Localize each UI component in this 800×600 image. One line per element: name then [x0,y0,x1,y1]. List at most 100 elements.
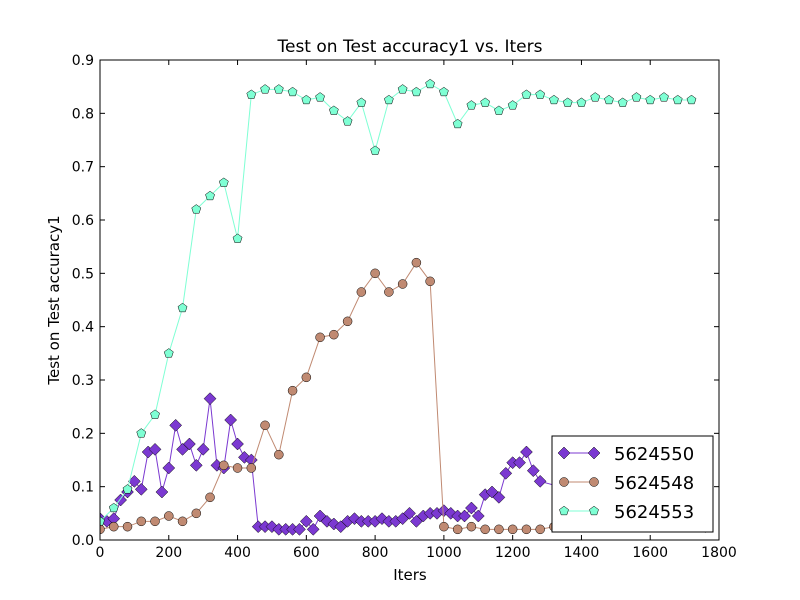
data-point [224,413,238,427]
data-point [122,484,133,494]
data-point [471,509,485,523]
data-point [384,287,394,297]
data-point [452,524,463,535]
legend-marker [557,446,571,460]
data-point [466,521,477,532]
data-point [411,257,422,268]
data-point [100,524,105,535]
data-point [494,524,504,535]
data-point [521,89,532,99]
data-point [162,461,176,475]
data-point [177,302,188,313]
data-point [521,524,532,535]
data-point [100,516,105,526]
data-point [219,460,229,471]
x-tick-label: 1600 [632,545,668,561]
legend-label: 5624553 [614,502,694,523]
data-point [260,84,270,94]
data-point [562,97,573,107]
data-point [617,97,628,107]
x-tick-label: 1200 [495,545,531,561]
data-point [384,94,394,105]
axes-frame [99,59,720,541]
data-point [191,204,202,214]
data-point [273,84,284,94]
data-point [189,458,203,472]
data-point [425,276,435,287]
data-point [196,442,210,456]
legend-label: 5624548 [614,473,694,494]
data-point [293,522,306,536]
data-point [645,94,656,105]
data-point [287,86,298,97]
legend-box [551,435,714,533]
data-point [136,428,147,438]
data-point [299,514,313,528]
data-point [315,92,325,102]
x-tick-label: 1800 [701,545,737,561]
data-point [287,385,298,396]
data-point [370,268,380,279]
data-point [520,445,533,459]
data-point [480,524,490,535]
data-point [301,94,312,105]
x-tick-label: 1400 [564,545,600,561]
legend-marker [589,477,599,487]
y-tick-label: 0.1 [72,480,94,496]
data-point [301,372,312,383]
data-point [480,97,491,107]
data-point [492,490,506,504]
data-point [439,86,449,97]
data-point [533,474,547,488]
data-point [163,348,174,358]
y-tick-label: 0.4 [72,320,94,336]
data-point [535,524,545,535]
data-point [672,94,683,105]
data-point [342,316,353,327]
series-line-5624548 [100,261,555,530]
data-point [535,89,546,99]
plot-area [100,78,712,536]
y-axis-label: Test on Test accuracy1 [45,215,63,385]
data-point [191,508,202,519]
data-point [526,464,540,478]
data-point [164,511,174,521]
y-tick-label: 0.2 [72,426,94,442]
data-point [183,437,196,451]
series-5624553 [100,78,697,526]
data-point [549,94,559,105]
legend-item: 5624553 [559,502,694,523]
data-point [437,504,451,518]
x-axis-label: Iters [393,566,427,584]
data-point [274,449,284,460]
data-point [466,100,477,110]
data-point [205,492,215,503]
data-point [232,463,243,473]
data-point [155,485,169,499]
data-point [507,524,518,535]
y-tick-label: 0.5 [72,266,94,282]
data-point [260,420,270,431]
y-tick-label: 0.8 [72,106,94,122]
data-point [136,516,147,527]
data-point [342,116,353,126]
plot-border [99,59,720,541]
data-point [452,118,463,129]
legend-marker [589,505,599,516]
legend-item: 5624548 [559,473,694,494]
data-point [150,409,160,419]
data-point [425,78,435,89]
y-tick-label: 0.9 [72,53,94,69]
data-point [218,177,229,187]
data-point [306,522,320,536]
data-point [329,329,339,340]
data-point [169,418,183,432]
legend-marker [559,505,569,516]
data-point [231,437,244,451]
data-point [507,100,518,110]
data-point [576,97,587,107]
data-point [203,392,217,406]
x-axis: 0 200 400 600 800 1000 1200 1400 1600 1800 [96,60,737,561]
legend-label: 5624550 [614,444,694,465]
